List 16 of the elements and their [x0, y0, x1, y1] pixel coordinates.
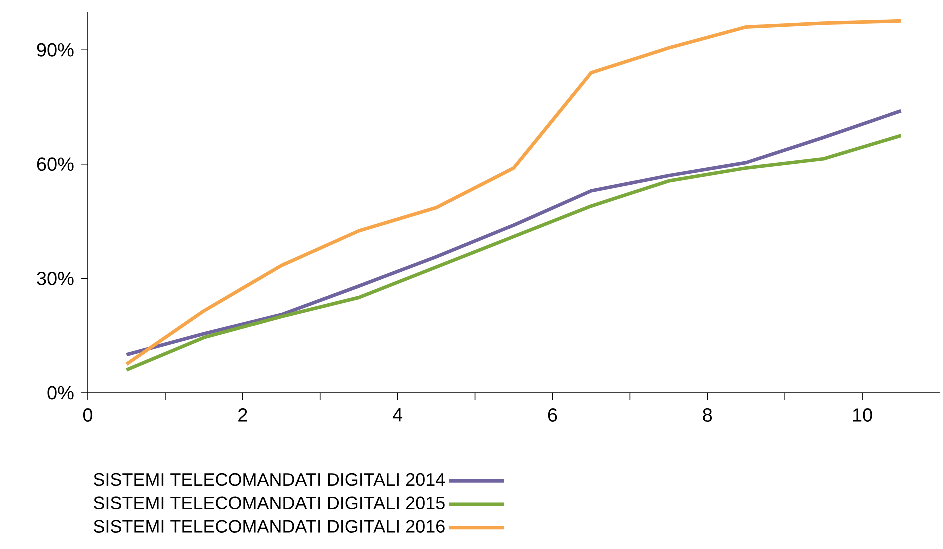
line-series — [124, 109, 904, 357]
x-tick-label: 8 — [703, 408, 712, 422]
line-series — [124, 134, 904, 372]
legend-label: SISTEMI TELECOMANDATI DIGITALI 2016 — [94, 520, 445, 533]
y-tick-label: 90% — [37, 43, 74, 57]
x-tick-label: 10 — [853, 408, 872, 422]
x-tick-label: 2 — [238, 408, 248, 422]
x-tick-label: 0 — [83, 408, 93, 422]
y-tick-label: 30% — [37, 272, 74, 286]
x-tick-label: 6 — [548, 408, 558, 422]
legend-label: SISTEMI TELECOMANDATI DIGITALI 2015 — [94, 496, 445, 510]
y-tick-label: 60% — [37, 158, 74, 172]
legend-label: SISTEMI TELECOMANDATI DIGITALI 2014 — [94, 473, 446, 486]
y-tick-label: 0% — [48, 386, 74, 400]
line-series — [124, 19, 904, 366]
x-tick-label: 4 — [392, 408, 403, 422]
